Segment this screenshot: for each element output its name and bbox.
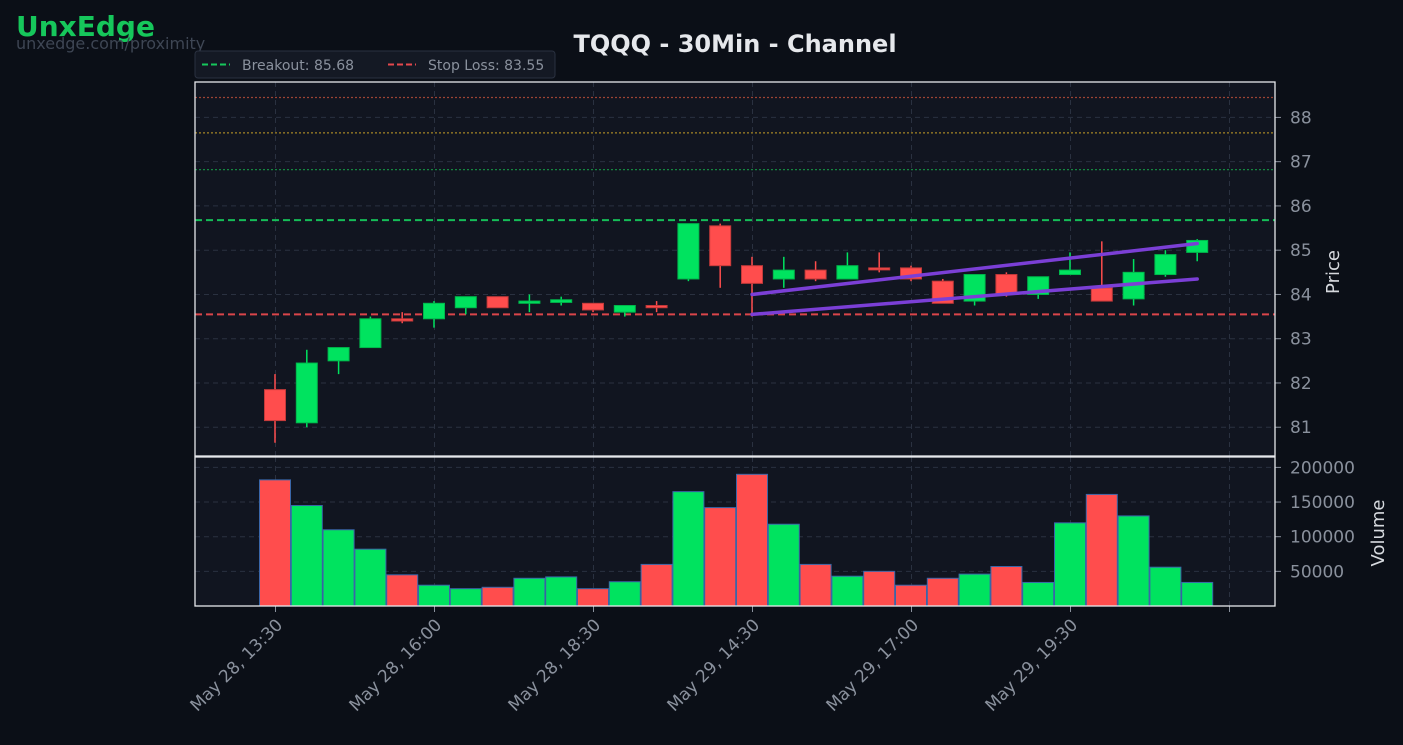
volume-bar xyxy=(863,570,896,607)
candle-body xyxy=(550,299,573,303)
x-tick-label: May 28, 13:30 xyxy=(187,615,287,715)
candle-body xyxy=(582,302,604,311)
volume-bar xyxy=(990,565,1023,607)
price-tick-label: 87 xyxy=(1290,153,1312,173)
candle-body xyxy=(359,318,382,349)
volume-bar xyxy=(926,577,959,607)
x-tick-label: May 29, 14:30 xyxy=(664,615,764,715)
volume-tick-label: 200000 xyxy=(1290,458,1355,478)
candle-body xyxy=(741,265,763,284)
candle-body xyxy=(518,300,541,304)
legend: Breakout: 85.68 Stop Loss: 83.55 xyxy=(194,50,556,79)
price-tick-label: 82 xyxy=(1290,374,1312,394)
price-tick-label: 84 xyxy=(1290,285,1312,305)
volume-bar xyxy=(1117,515,1150,607)
x-tick-label: May 29, 17:00 xyxy=(823,615,923,715)
x-tick-label: May 29, 19:30 xyxy=(982,615,1082,715)
brand: UnxEdge unxedge.com/proximity xyxy=(16,10,205,52)
candle-body xyxy=(804,269,827,280)
volume-bar xyxy=(513,577,546,607)
volume-bar xyxy=(449,588,482,607)
volume-tick-label: 150000 xyxy=(1290,493,1355,513)
candle-body xyxy=(1154,254,1177,276)
candle-body xyxy=(1090,287,1113,302)
candle-body xyxy=(454,296,477,309)
volume-bar xyxy=(608,581,641,607)
volume-bar xyxy=(259,479,291,607)
x-tick-label: May 28, 16:00 xyxy=(346,615,446,715)
price-panel: 81 82 83 84 85 86 87 88 xyxy=(194,81,1312,457)
price-tick-label: 88 xyxy=(1290,108,1312,128)
candle-body xyxy=(995,274,1018,295)
price-axis-label: Price xyxy=(1323,250,1344,294)
candle-body xyxy=(709,225,732,267)
candle-body xyxy=(613,305,636,313)
price-plot-frame xyxy=(194,81,1276,457)
volume-bar xyxy=(322,529,355,607)
candle-body xyxy=(264,389,286,422)
volume-bar xyxy=(1085,493,1118,607)
volume-bar xyxy=(545,576,578,607)
candle-body xyxy=(645,305,668,309)
volume-bar xyxy=(736,473,768,607)
volume-bar xyxy=(672,491,705,607)
price-tick-label: 81 xyxy=(1290,418,1312,438)
volume-tick-label: 100000 xyxy=(1290,528,1355,548)
candle-body xyxy=(677,223,700,280)
volume-bar xyxy=(418,584,450,607)
brand-name: UnxEdge xyxy=(16,10,155,43)
volume-bar xyxy=(895,584,927,607)
volume-bar xyxy=(831,575,864,607)
candle-body xyxy=(327,347,350,362)
price-tick-label: 86 xyxy=(1290,197,1312,217)
volume-bar xyxy=(1149,566,1182,607)
candle-body xyxy=(836,265,859,280)
candle-body xyxy=(486,296,509,309)
legend-label: Breakout: 85.68 xyxy=(242,58,354,74)
volume-bar xyxy=(577,588,609,607)
candle-body xyxy=(1059,269,1081,276)
volume-axis-label: Volume xyxy=(1368,500,1389,567)
volume-bar xyxy=(290,505,323,607)
candle-body xyxy=(295,362,318,424)
volume-bar xyxy=(767,523,800,607)
price-tick-label: 83 xyxy=(1290,330,1312,350)
volume-bar xyxy=(386,574,419,607)
volume-bar xyxy=(1181,581,1214,607)
volume-tick-label: 50000 xyxy=(1290,562,1344,582)
price-tick-label: 85 xyxy=(1290,241,1312,261)
candle-body xyxy=(963,274,986,302)
volume-bar xyxy=(704,507,737,607)
candle-body xyxy=(391,318,414,322)
channel-upper-line xyxy=(750,241,1199,297)
volume-bar xyxy=(354,548,387,607)
candle-body xyxy=(423,302,445,320)
volume-bar xyxy=(640,563,673,607)
volume-bar xyxy=(1054,522,1086,607)
legend-box xyxy=(194,50,556,79)
volume-bar xyxy=(481,586,514,607)
volume-panel: May 28, 13:30 May 28, 16:00 May 28, 18:30 M… xyxy=(187,456,1355,716)
candle-body xyxy=(868,267,891,271)
volume-plot-frame xyxy=(194,456,1276,607)
volume-bar xyxy=(1022,581,1055,607)
x-tick-label: May 28, 18:30 xyxy=(505,615,605,715)
volume-bar xyxy=(799,563,832,607)
candle-body xyxy=(772,269,795,280)
brand-url: unxedge.com/proximity xyxy=(16,34,206,53)
chart-title: TQQQ - 30Min - Channel xyxy=(573,30,896,58)
price-plot-bg xyxy=(195,82,1275,456)
channel-lower-line xyxy=(750,277,1199,317)
volume-bar xyxy=(958,573,991,607)
legend-label: Stop Loss: 83.55 xyxy=(428,58,544,74)
